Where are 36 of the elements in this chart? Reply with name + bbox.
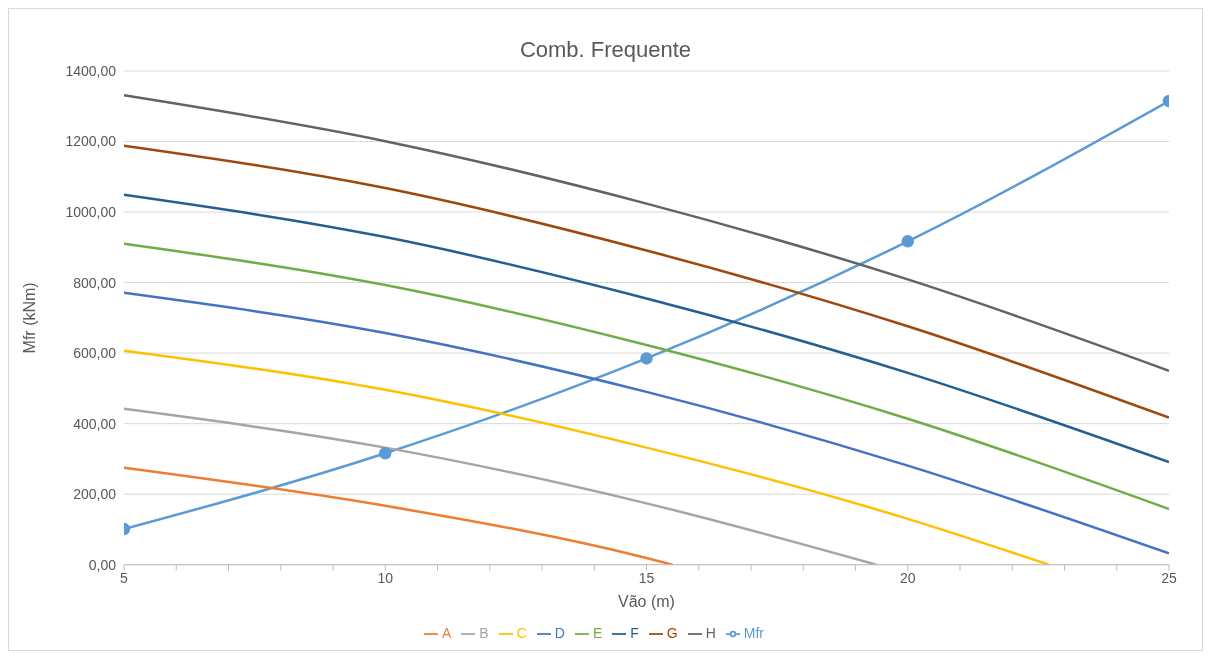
y-tick-label: 1000,00: [65, 204, 117, 221]
x-tick-label: 25: [1161, 569, 1177, 586]
y-tick-label: 800,00: [73, 274, 117, 291]
legend-label: A: [441, 624, 452, 641]
line-series: [124, 407, 878, 565]
legend-label: C: [516, 624, 527, 641]
y-axis-title: Mfr (kNm): [20, 282, 38, 354]
line-series: [124, 349, 1051, 565]
legend-label: E: [592, 624, 603, 641]
line-series: [124, 144, 1169, 419]
chart-title: Comb. Frequente: [518, 36, 693, 62]
line-series: [124, 291, 1169, 555]
legend-label: G: [666, 624, 678, 641]
legend-label: B: [479, 624, 489, 641]
y-tick-label: 1200,00: [65, 133, 117, 150]
x-tick-label: 5: [120, 569, 129, 586]
x-tick-label: 10: [377, 569, 394, 586]
x-tick-label: 20: [899, 569, 916, 586]
line-series: [124, 193, 1169, 464]
point: [640, 352, 653, 365]
y-tick-label: 600,00: [73, 345, 117, 362]
x-tick-label: 15: [638, 569, 655, 586]
legend-label: Mfr: [743, 624, 765, 641]
y-tick-label: 0,00: [88, 556, 117, 573]
y-tick-label: 400,00: [73, 415, 117, 432]
line-series: [124, 242, 1169, 511]
point: [901, 235, 914, 248]
line-series: [124, 466, 674, 565]
point: [379, 447, 392, 460]
legend-label: D: [554, 624, 565, 641]
y-tick-label: 1400,00: [65, 62, 117, 79]
y-tick-label: 200,00: [73, 486, 117, 503]
legend-label: H: [705, 624, 716, 641]
legend-label: F: [630, 624, 639, 641]
x-axis-title: Vão (m): [618, 592, 675, 610]
line-series: [124, 94, 1169, 372]
